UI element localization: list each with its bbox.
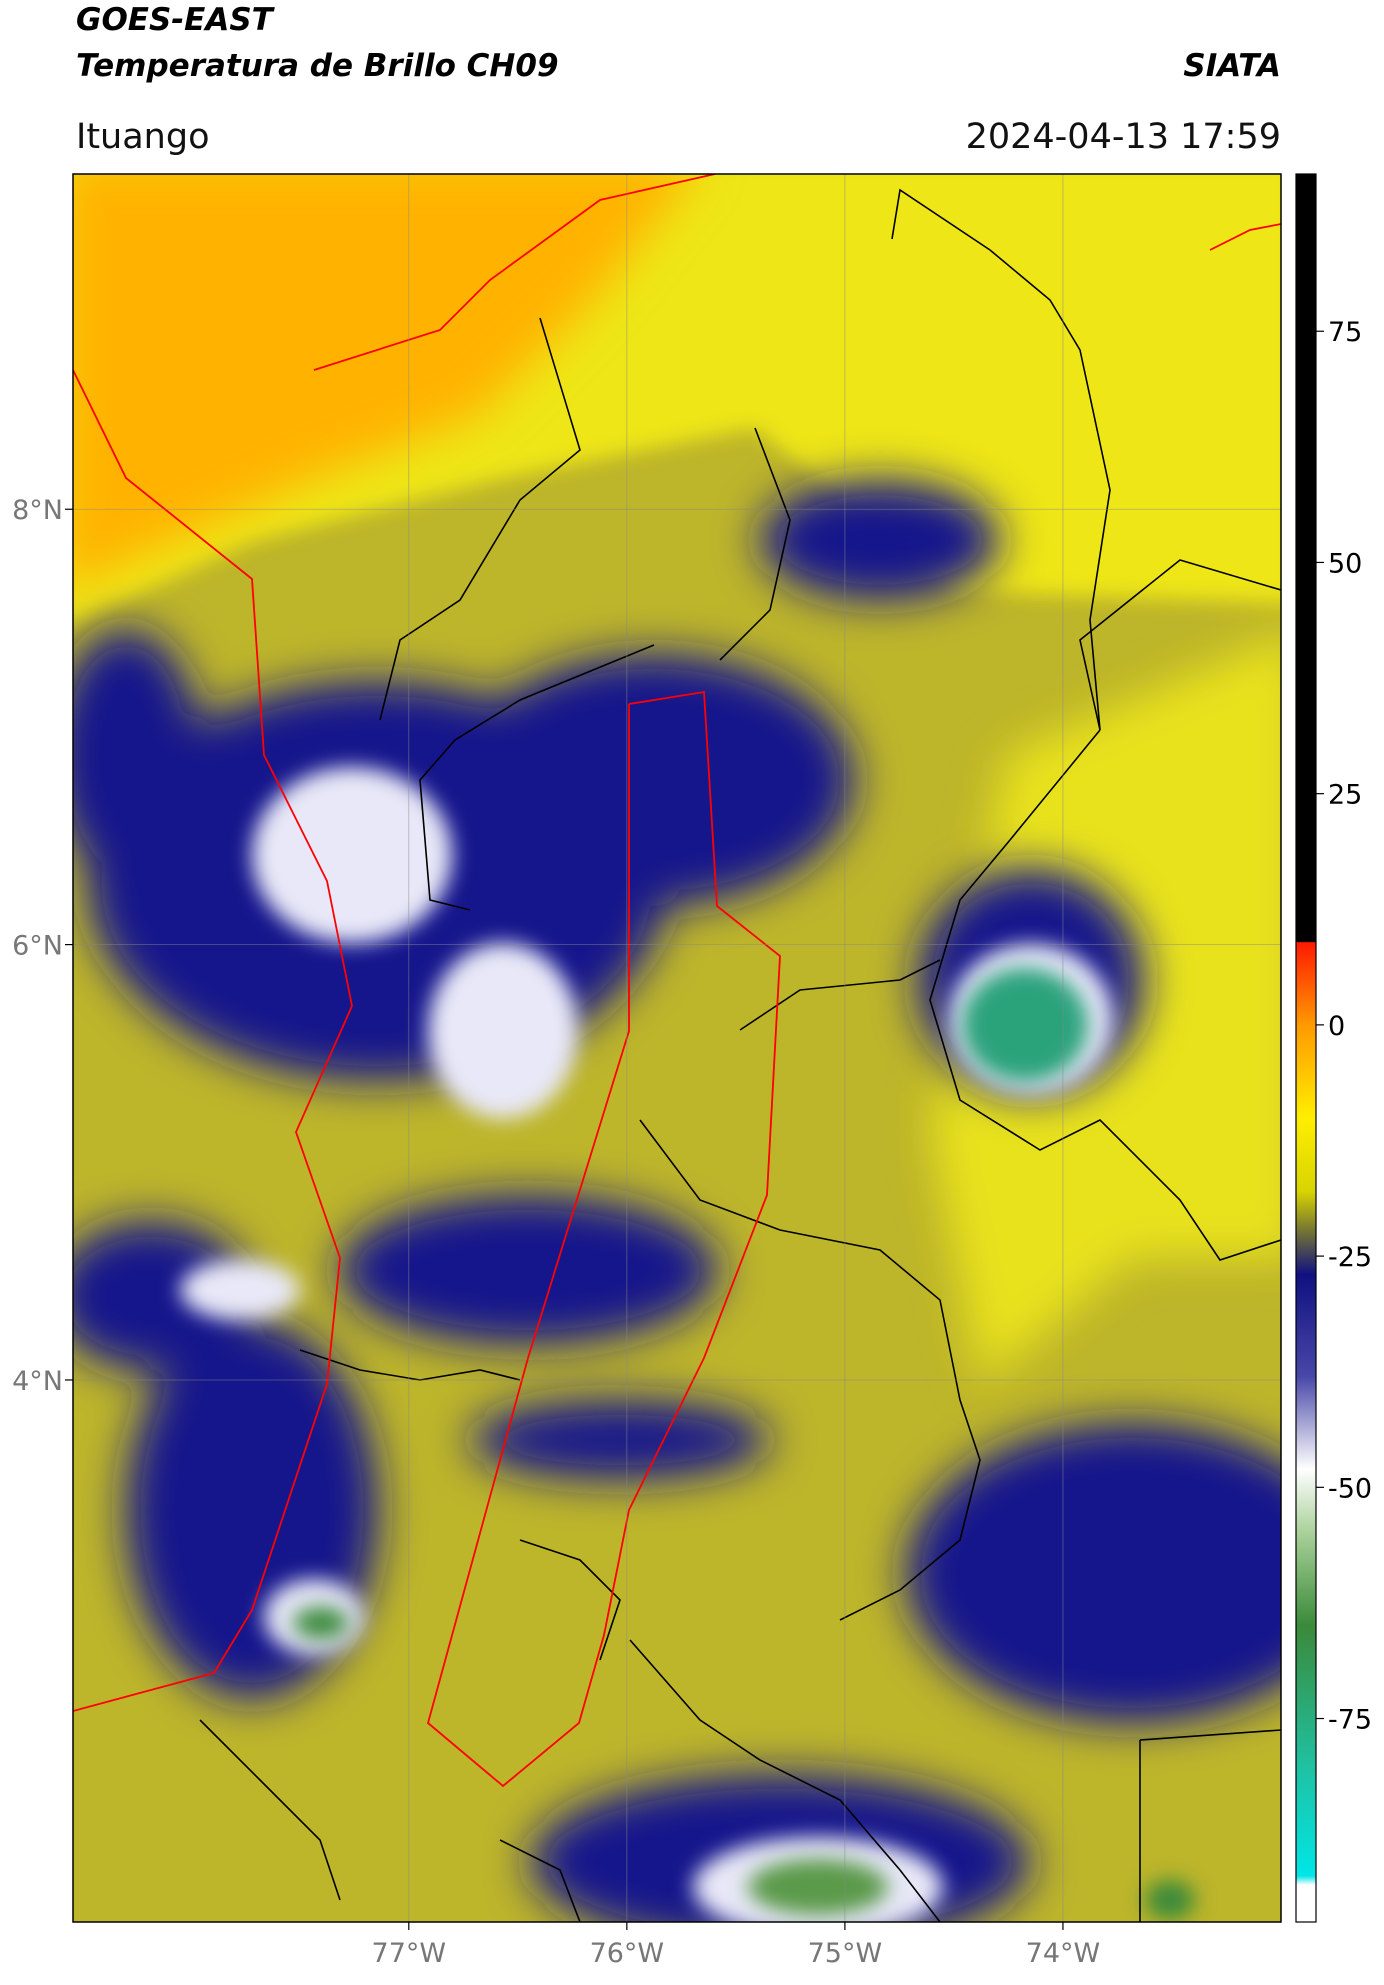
y-tick-label: 8°N <box>12 495 63 526</box>
colorbar-tick-label: 75 <box>1328 317 1362 348</box>
subtitle: Temperatura de Brillo CH09 <box>76 48 559 84</box>
title: GOES-EAST <box>76 2 276 38</box>
y-tick-label: 6°N <box>12 931 63 962</box>
colorbar-tick-label: -50 <box>1328 1473 1372 1504</box>
timestamp: 2024-04-13 17:59 <box>966 117 1281 157</box>
satellite-field <box>73 174 1281 1922</box>
map-frame <box>72 173 1282 1923</box>
colorbar-tick-label: 50 <box>1328 548 1362 579</box>
y-tick-label: 4°N <box>12 1366 63 1397</box>
x-tick-label: 77°W <box>372 1938 447 1969</box>
location: Ituango <box>76 117 210 157</box>
colorbar <box>1295 173 1317 1923</box>
colorbar-tick-label: 0 <box>1328 1011 1345 1042</box>
x-tick-label: 76°W <box>590 1938 665 1969</box>
colorbar-tick-label: 25 <box>1328 780 1362 811</box>
colorbar-tick-label: -25 <box>1328 1242 1372 1273</box>
colorbar-tick-label: -75 <box>1328 1705 1372 1736</box>
source: SIATA <box>1183 48 1281 84</box>
x-tick-label: 75°W <box>808 1938 883 1969</box>
x-tick-label: 74°W <box>1026 1938 1101 1969</box>
grid <box>73 174 1281 1922</box>
